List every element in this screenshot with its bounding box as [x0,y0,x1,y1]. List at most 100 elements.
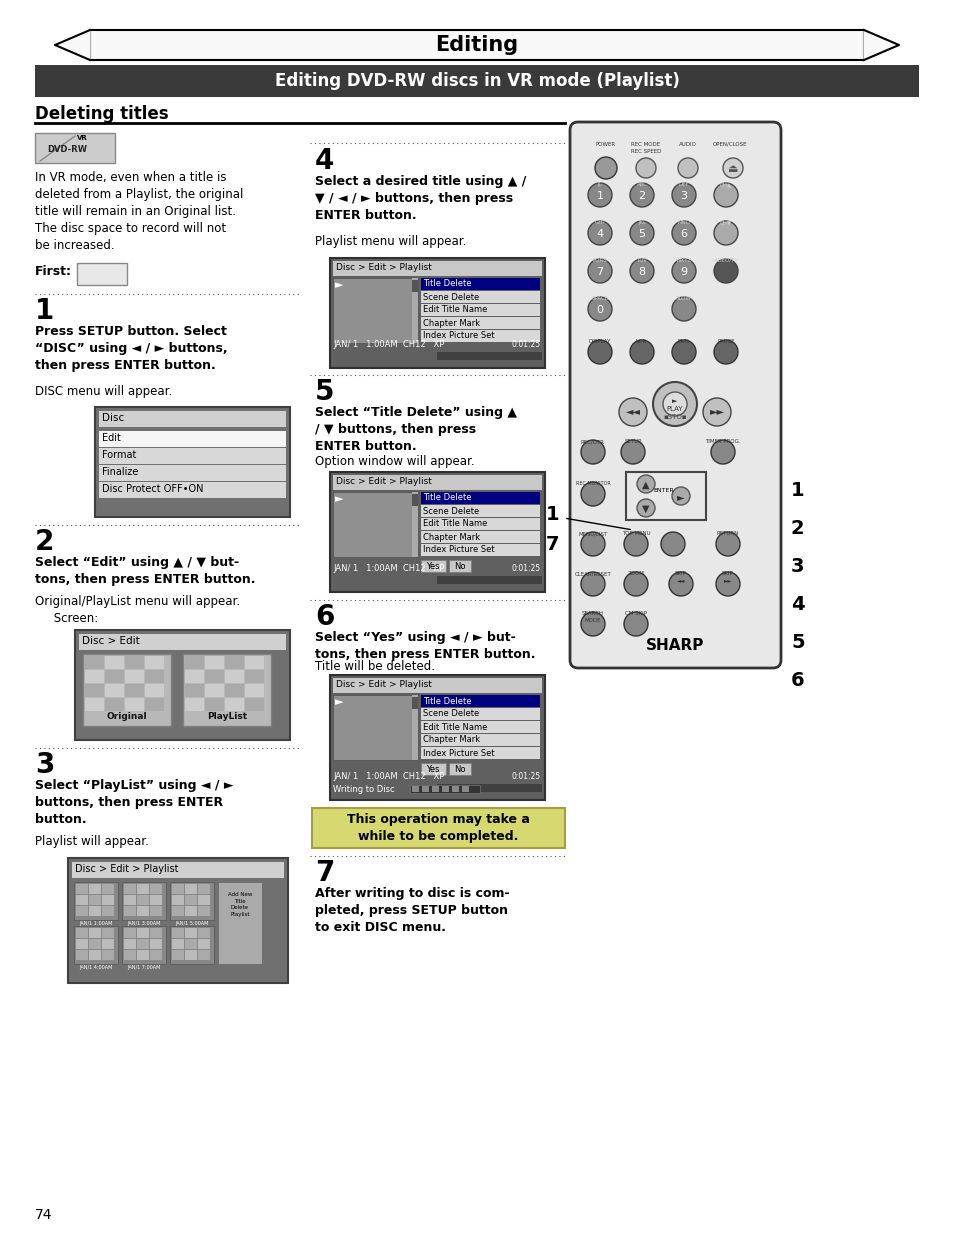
Bar [420,317,539,329]
Text: 1: 1 [790,480,803,499]
Bar [185,895,196,905]
Text: Editing DVD-RW discs in VR mode (Playlist): Editing DVD-RW discs in VR mode (Playlis… [274,72,679,90]
Text: Chapter Mark: Chapter Mark [422,736,479,745]
Bar [124,939,136,948]
Bar [441,785,449,792]
Bar [449,559,471,572]
Bar [124,927,136,939]
Text: CH▼: CH▼ [720,220,731,225]
Bar [76,895,88,905]
Bar [172,939,184,948]
Text: ►: ► [335,697,343,706]
Circle shape [716,532,740,556]
Bar [218,882,262,965]
Text: Finalize: Finalize [102,467,138,477]
Text: 5: 5 [790,632,803,652]
Bar [35,65,918,98]
Bar [145,698,164,711]
Text: ENTER: ENTER [653,488,674,493]
Text: MNO: MNO [677,220,690,225]
Text: Index Picture Set: Index Picture Set [422,331,494,341]
Text: Original: Original [107,713,147,721]
Bar [330,258,544,368]
Bar [185,906,196,916]
Bar [185,671,204,683]
Bar [420,695,539,706]
Bar [102,884,113,894]
Text: Title Delete: Title Delete [422,494,471,503]
Circle shape [660,532,684,556]
Text: Disc > Edit: Disc > Edit [82,636,139,646]
Text: POWER: POWER [596,142,616,147]
Text: No: No [454,764,465,774]
Circle shape [587,296,612,321]
Bar [172,906,184,916]
Bar [170,926,213,965]
Circle shape [671,340,696,364]
Bar [137,927,149,939]
Text: 3: 3 [35,751,54,779]
Circle shape [713,183,738,207]
Bar [76,927,88,939]
Text: GHI: GHI [595,220,604,225]
Circle shape [629,259,654,283]
Bar [150,939,162,948]
Bar [95,408,290,517]
Text: Disc > Edit > Playlist: Disc > Edit > Playlist [335,680,432,689]
Bar [225,698,244,711]
Bar [150,927,162,939]
Text: Chapter Mark: Chapter Mark [422,532,479,541]
Circle shape [580,532,604,556]
Bar [125,656,144,669]
Bar [105,684,124,697]
Circle shape [587,183,612,207]
Text: SETUP: SETUP [623,438,641,445]
Text: In VR mode, even when a title is
deleted from a Playlist, the original
title wil: In VR mode, even when a title is deleted… [35,170,243,252]
Bar [102,950,113,960]
Bar [76,939,88,948]
Bar [245,684,264,697]
Bar [420,492,539,504]
Text: Disc: Disc [102,412,124,424]
Circle shape [580,572,604,597]
Text: 74: 74 [35,1208,52,1221]
Text: Chapter Mark: Chapter Mark [422,319,479,327]
Text: ►: ► [335,494,343,504]
Bar [333,352,541,359]
Text: SHARP: SHARP [645,638,703,653]
Text: DVD: DVD [678,338,689,345]
Text: 8: 8 [638,267,645,277]
Polygon shape [55,30,90,61]
Text: DVD-RW: DVD-RW [47,144,87,154]
Bar [102,927,113,939]
Bar [205,671,224,683]
Text: SKIP
◄◄: SKIP ◄◄ [675,571,686,583]
Text: ▲: ▲ [641,480,649,490]
Text: Yes: Yes [426,764,439,774]
Bar [122,926,166,965]
Bar [205,698,224,711]
Bar [99,466,286,480]
Text: ▼: ▼ [641,504,649,514]
Text: ►►: ►► [709,406,723,416]
Text: 1: 1 [35,296,54,325]
Polygon shape [863,30,898,61]
Text: 4: 4 [790,594,803,614]
Text: OPEN/CLOSE: OPEN/CLOSE [712,142,746,147]
Bar [68,858,288,983]
Bar [85,698,104,711]
Bar [89,939,101,948]
Bar [89,895,101,905]
Circle shape [671,259,696,283]
Text: 9: 9 [679,267,687,277]
Bar [412,492,417,557]
Bar [185,884,196,894]
Circle shape [587,259,612,283]
Text: 6: 6 [790,671,803,689]
Circle shape [580,440,604,464]
Bar [420,304,539,316]
Circle shape [623,572,647,597]
Text: VIDEO/TV: VIDEO/TV [712,258,739,263]
Text: ABC: ABC [636,182,647,186]
Text: ZOOM: ZOOM [627,571,644,576]
